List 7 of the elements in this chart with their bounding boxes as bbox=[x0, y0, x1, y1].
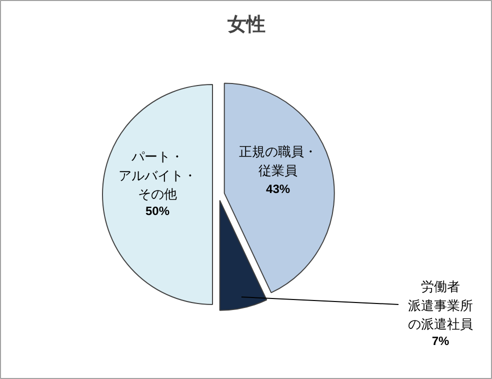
data-label: 50% bbox=[145, 204, 170, 218]
slice-label: 労働者派遣事業所の派遣社員 bbox=[408, 279, 473, 332]
data-label: 43% bbox=[266, 182, 290, 196]
data-label: 7% bbox=[432, 334, 450, 348]
slice-label: パート・アルバイト・その他 bbox=[118, 149, 196, 202]
slice-label: 正規の職員・従業員 bbox=[239, 144, 318, 178]
chart-title: 女性 bbox=[226, 14, 266, 36]
